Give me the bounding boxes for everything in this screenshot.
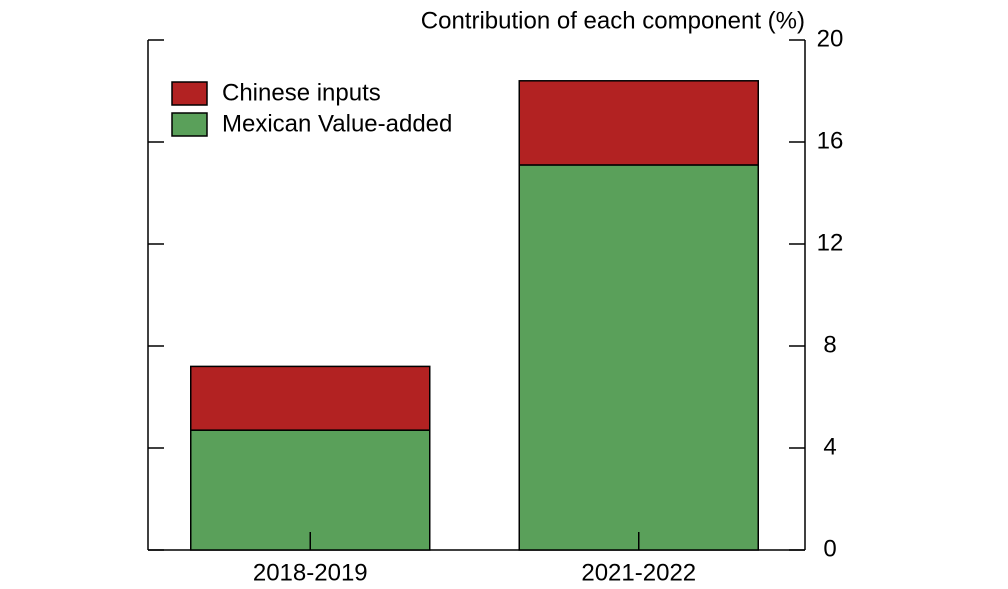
bar-segment [190,429,431,551]
x-tick-label: 2018-2019 [253,559,368,586]
y-tick-label: 12 [817,229,844,256]
legend-swatch [171,112,208,137]
y-tick-label: 20 [817,25,844,52]
y-tick-label: 8 [823,331,836,358]
y-tick-label: 16 [817,127,844,154]
legend-label: Chinese inputs [222,79,381,106]
bar-segment [518,80,759,166]
y-tick-label: 4 [823,433,836,460]
legend-swatch [171,81,208,106]
bar-segment [190,365,431,431]
legend-label: Mexican Value-added [222,110,452,137]
chart-title: Contribution of each component (%) [421,7,805,34]
x-tick-label: 2021-2022 [581,559,696,586]
y-tick-label: 0 [823,535,836,562]
bar-segment [518,164,759,551]
